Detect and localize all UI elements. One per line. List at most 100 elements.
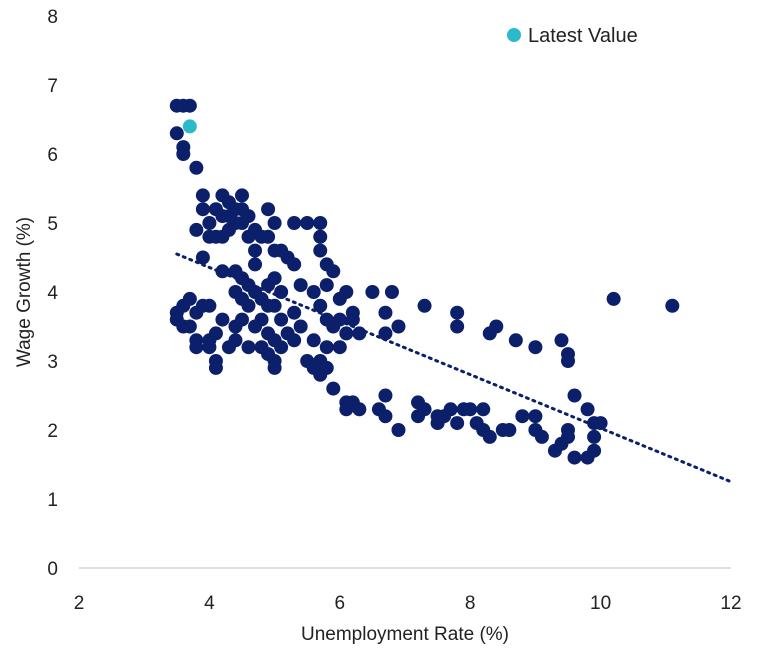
data-point [248, 243, 263, 258]
data-point [267, 216, 282, 230]
data-point [450, 416, 465, 431]
data-point [287, 305, 302, 320]
data-point [391, 423, 406, 437]
data-point [202, 216, 217, 230]
data-points [169, 98, 680, 465]
data-point [287, 257, 302, 272]
data-point [182, 319, 197, 334]
y-tick-label: 2 [47, 421, 58, 442]
data-point [593, 416, 608, 431]
y-tick-label: 6 [47, 145, 58, 166]
data-point [587, 443, 602, 458]
y-axis-title: Wage Growth (%) [14, 217, 35, 367]
legend: Latest Value [507, 25, 638, 47]
data-point [515, 409, 530, 424]
data-point [567, 388, 582, 403]
data-point [267, 298, 282, 313]
y-tick-label: 4 [47, 283, 58, 304]
data-point [587, 429, 602, 444]
data-point [189, 160, 204, 175]
data-point [554, 333, 569, 348]
data-point [319, 312, 334, 327]
data-point [326, 264, 341, 279]
data-point [228, 333, 243, 348]
data-point [189, 340, 204, 355]
x-tick-label: 12 [720, 593, 741, 614]
x-tick-label: 6 [335, 593, 346, 614]
data-point [306, 285, 321, 299]
x-axis-ticks: 2 4 6 8 10 12 [74, 593, 742, 614]
data-point [300, 216, 315, 230]
y-tick-label: 0 [47, 559, 58, 580]
data-point [293, 319, 308, 334]
data-point [208, 360, 223, 375]
data-point [443, 402, 458, 417]
data-point [365, 285, 380, 299]
data-point [528, 409, 543, 424]
x-tick-label: 2 [74, 593, 85, 614]
data-point [384, 285, 399, 299]
data-point [482, 429, 497, 444]
data-point [332, 340, 347, 355]
data-point [215, 264, 230, 279]
data-point [567, 450, 582, 465]
data-point [345, 305, 360, 320]
data-point [202, 298, 217, 313]
y-tick-label: 5 [47, 214, 58, 235]
data-point [319, 278, 334, 293]
data-point [313, 243, 328, 258]
data-point [267, 271, 282, 286]
legend-label-latest: Latest Value [528, 25, 638, 47]
data-point [287, 333, 302, 348]
data-point [293, 278, 308, 293]
data-point [665, 298, 680, 313]
data-point [580, 402, 595, 417]
data-point [339, 326, 354, 341]
data-point [248, 319, 263, 334]
data-point [561, 429, 575, 444]
data-point [313, 216, 328, 230]
data-point [241, 298, 256, 313]
data-point [417, 298, 432, 313]
data-point [378, 388, 393, 403]
data-point [378, 305, 393, 320]
data-point [508, 333, 523, 348]
data-point [241, 209, 256, 224]
data-point [332, 312, 347, 327]
data-point [261, 202, 276, 217]
x-tick-label: 10 [590, 593, 611, 614]
x-axis-title: Unemployment Rate (%) [301, 624, 509, 645]
data-point [378, 326, 393, 341]
y-tick-label: 1 [47, 490, 58, 511]
data-point [534, 429, 549, 444]
y-tick-label: 3 [47, 352, 58, 373]
data-point [463, 402, 478, 417]
data-point [319, 360, 334, 375]
data-point [235, 312, 249, 327]
data-point [417, 402, 432, 417]
data-point [208, 326, 223, 341]
data-point [476, 402, 491, 417]
data-point [195, 188, 210, 203]
data-point [378, 409, 393, 424]
data-point [235, 188, 249, 203]
latest-value-points [182, 119, 197, 134]
legend-marker-latest [507, 28, 521, 42]
data-point [489, 319, 504, 334]
data-point [528, 340, 543, 355]
data-point [326, 381, 341, 396]
y-tick-label: 7 [47, 76, 58, 97]
data-point [274, 340, 289, 355]
data-point [189, 222, 204, 237]
data-point [267, 360, 282, 375]
y-tick-label: 8 [47, 7, 58, 28]
y-axis-ticks: 0 1 2 3 4 5 6 7 8 [47, 7, 58, 580]
data-point [352, 402, 367, 417]
data-point [176, 147, 191, 161]
data-point [169, 126, 184, 141]
data-point [182, 98, 197, 113]
data-point [195, 250, 210, 265]
data-point [248, 257, 263, 272]
data-point [241, 340, 256, 355]
